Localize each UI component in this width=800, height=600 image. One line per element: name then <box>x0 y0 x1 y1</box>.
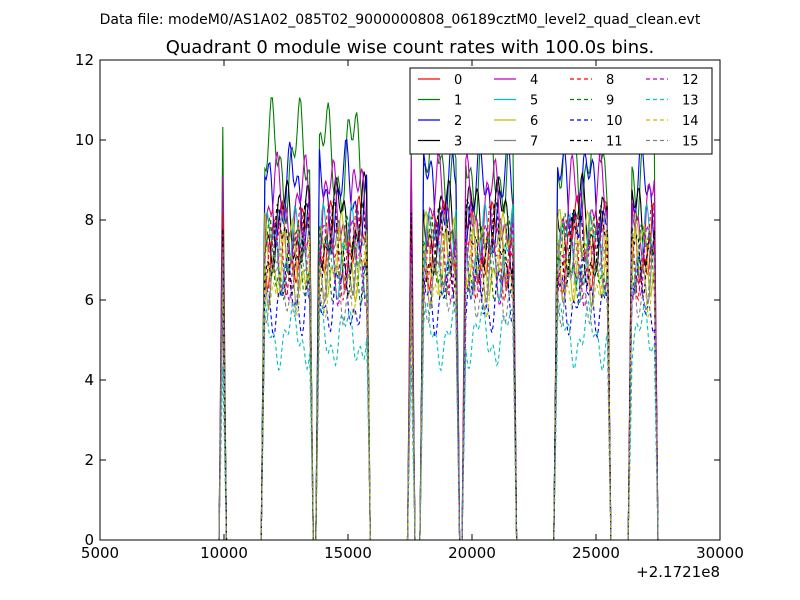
x-tick-label: 5000 <box>81 544 119 562</box>
legend-label-8: 8 <box>606 73 614 88</box>
series-line-13 <box>216 299 659 541</box>
legend-label-6: 6 <box>530 114 538 129</box>
series-line-8 <box>216 203 659 541</box>
legend-label-13: 13 <box>682 94 699 109</box>
legend-label-9: 9 <box>606 94 614 109</box>
x-offset-label: +2.1721e8 <box>636 563 720 581</box>
legend-label-4: 4 <box>530 73 538 88</box>
series-line-14 <box>216 226 659 541</box>
legend-label-3: 3 <box>454 135 462 150</box>
x-tick-label: 30000 <box>696 544 744 562</box>
series-line-15 <box>216 241 659 541</box>
legend-label-15: 15 <box>682 135 699 150</box>
legend-label-2: 2 <box>454 114 462 129</box>
chart-title: Quadrant 0 module wise count rates with … <box>166 37 655 58</box>
series-line-10 <box>216 252 659 541</box>
legend-box <box>409 67 713 155</box>
y-tick-label: 4 <box>84 371 94 389</box>
y-tick-label: 12 <box>75 51 94 69</box>
series-line-3 <box>216 171 659 541</box>
series-line-9 <box>216 212 659 541</box>
x-tick-label: 15000 <box>324 544 372 562</box>
series-line-2 <box>216 137 659 541</box>
series-line-11 <box>216 198 659 541</box>
x-tick-label: 20000 <box>448 544 496 562</box>
y-tick-label: 2 <box>84 451 94 469</box>
y-tick-label: 10 <box>75 131 94 149</box>
y-tick-label: 8 <box>84 211 94 229</box>
figure-suptitle: Data file: modeM0/AS1A02_085T02_90000008… <box>100 12 701 28</box>
x-tick-label: 25000 <box>572 544 620 562</box>
legend-label-0: 0 <box>454 73 462 88</box>
y-tick-label: 6 <box>84 291 94 309</box>
x-tick-label: 10000 <box>200 544 248 562</box>
legend-label-11: 11 <box>606 135 623 150</box>
series-lines <box>216 95 659 541</box>
series-line-6 <box>216 209 659 541</box>
legend-label-12: 12 <box>682 73 699 88</box>
legend-label-14: 14 <box>682 114 699 129</box>
legend-label-5: 5 <box>530 94 538 109</box>
y-tick-label: 0 <box>84 531 94 549</box>
legend-label-1: 1 <box>454 94 462 109</box>
legend-label-10: 10 <box>606 114 623 129</box>
legend-label-7: 7 <box>530 135 538 150</box>
